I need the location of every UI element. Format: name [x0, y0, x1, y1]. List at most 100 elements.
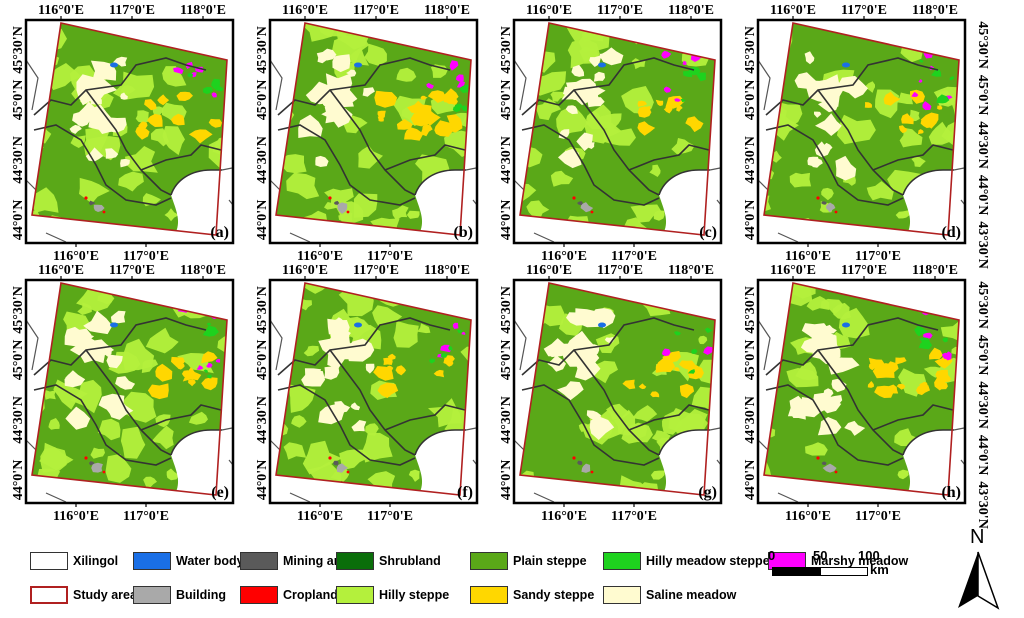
bottom-tick-label: 116°0'E [541, 249, 587, 264]
hilly-meadow-patch [214, 85, 224, 92]
left-tick-label: 44°30'N [255, 136, 270, 184]
hilly-steppe-patch [164, 208, 180, 222]
hilly-steppe-patch [105, 453, 132, 483]
sandy-steppe-patch [443, 355, 455, 365]
map-frame [512, 278, 723, 505]
saline-meadow-patch [113, 56, 128, 67]
hilly-steppe-patch [940, 320, 959, 341]
bottom-tick-label: 116°0'E [297, 249, 343, 264]
hilly-steppe-patch [584, 116, 622, 144]
saline-meadow-patch [557, 381, 584, 401]
top-tick-label: 116°0'E [38, 263, 84, 278]
scale-tick-100: 100 [858, 548, 880, 563]
xilingol-boundary [521, 57, 710, 206]
study-area-outline [763, 282, 960, 496]
legend-label-shrub: Shrubland [379, 554, 441, 568]
marshy-meadow-patch [206, 362, 213, 368]
saline-meadow-patch [106, 354, 123, 369]
hilly-meadow-patch [914, 325, 929, 337]
hilly-steppe-patch [283, 442, 307, 460]
map-panel-1: 116°0'E 117°0'E 118°0'E 116°0'E 117°0'E 45°30… [11, 3, 235, 264]
sandy-steppe-patch [135, 125, 150, 140]
xilingol-boundary [521, 317, 710, 466]
panel-label: (f) [457, 484, 473, 501]
hilly-steppe-patch [408, 469, 420, 482]
hilly-steppe-patch [866, 181, 894, 201]
legend: Xilingol Water body Mining area Shrubland Pl… [0, 540, 1024, 618]
hilly-steppe-patch [630, 204, 662, 223]
outside-region [171, 170, 222, 235]
xilingol-boundary [658, 429, 710, 456]
hilly-steppe-patch [97, 418, 121, 441]
top-tick-label: 116°0'E [282, 263, 328, 278]
bottom-tick-label: 117°0'E [855, 509, 901, 524]
sandy-steppe-patch [208, 118, 222, 128]
map-frame [756, 18, 967, 245]
right-tick-label: 43°30'N [975, 221, 990, 269]
sandy-steppe-patch [201, 377, 218, 391]
panel-label: (c) [699, 224, 717, 241]
saline-meadow-patch [69, 124, 82, 134]
hilly-meadow-patch [448, 345, 453, 351]
saline-meadow-patch [350, 402, 361, 411]
mining-patch [89, 461, 95, 466]
sandy-steppe-patch [676, 105, 683, 112]
outer-boundary [513, 319, 722, 503]
legend-label-sandy: Sandy steppe [513, 588, 595, 602]
outer-boundary [269, 319, 478, 503]
saline-meadow-patch [547, 355, 566, 372]
hilly-steppe-patch [217, 334, 227, 354]
hilly-meadow-patch [704, 327, 713, 333]
saline-meadow-patch [105, 148, 119, 159]
outer-boundary [513, 59, 722, 243]
saline-meadow-patch [804, 74, 844, 107]
saline-meadow-patch [304, 368, 322, 382]
water-body [598, 62, 606, 68]
bottom-tick-label: 117°0'E [611, 249, 657, 264]
saline-meadow-patch [65, 406, 91, 430]
legend-label-plain: Plain steppe [513, 554, 587, 568]
building-patch [336, 463, 348, 473]
water-body [842, 322, 850, 328]
saline-meadow-patch [587, 142, 595, 149]
saline-meadow-patch [571, 64, 585, 77]
hilly-meadow-patch [691, 349, 698, 354]
marshy-meadow-patch [703, 346, 714, 355]
scale-segment-black [772, 567, 822, 576]
cropland-patch [572, 456, 576, 460]
hilly-meadow-patch [674, 331, 681, 336]
legend-item-shrub: Shrubland [336, 551, 441, 571]
sandy-steppe-patch [182, 367, 202, 382]
marshy-meadow-patch [173, 67, 184, 75]
bottom-tick-label: 117°0'E [611, 509, 657, 524]
hilly-meadow-patch [187, 73, 194, 78]
right-tick-label: 45°30'N [975, 281, 990, 329]
hilly-steppe-patch [324, 188, 354, 209]
hilly-steppe-patch [288, 384, 316, 413]
bottom-tick-label: 117°0'E [123, 249, 169, 264]
saline-meadow-patch [69, 339, 115, 364]
saline-meadow-patch [800, 397, 832, 418]
saline-meadow-patch [814, 111, 822, 118]
saline-meadow-patch [801, 323, 831, 340]
saline-meadow-patch [115, 376, 136, 390]
map-panel-6: 116°0'E 117°0'E 118°0'E 116°0'E 117°0'E 45°30… [255, 263, 479, 524]
map-frame [268, 278, 479, 505]
hilly-steppe-patch [112, 71, 155, 100]
left-tick-label: 44°30'N [499, 136, 514, 184]
sandy-steppe-patch [155, 363, 173, 382]
sandy-steppe-patch [867, 381, 874, 388]
saline-meadow-patch [362, 87, 375, 97]
saline-meadow-patch [315, 73, 358, 108]
sandy-steppe-patch [655, 99, 664, 106]
left-tick-label: 44°0'N [11, 200, 26, 241]
hilly-steppe-patch [63, 311, 90, 334]
hilly-steppe-patch [789, 172, 812, 188]
hilly-steppe-patch [896, 92, 913, 105]
hilly-steppe-patch [135, 110, 149, 124]
legend-item-hillymeadow: Hilly meadow steppe [603, 551, 770, 571]
right-tick-label: 44°0'N [975, 435, 990, 476]
sandy-steppe-patch [899, 125, 908, 134]
top-tick-label: 118°0'E [424, 3, 470, 18]
legend-label-water: Water body [176, 554, 244, 568]
